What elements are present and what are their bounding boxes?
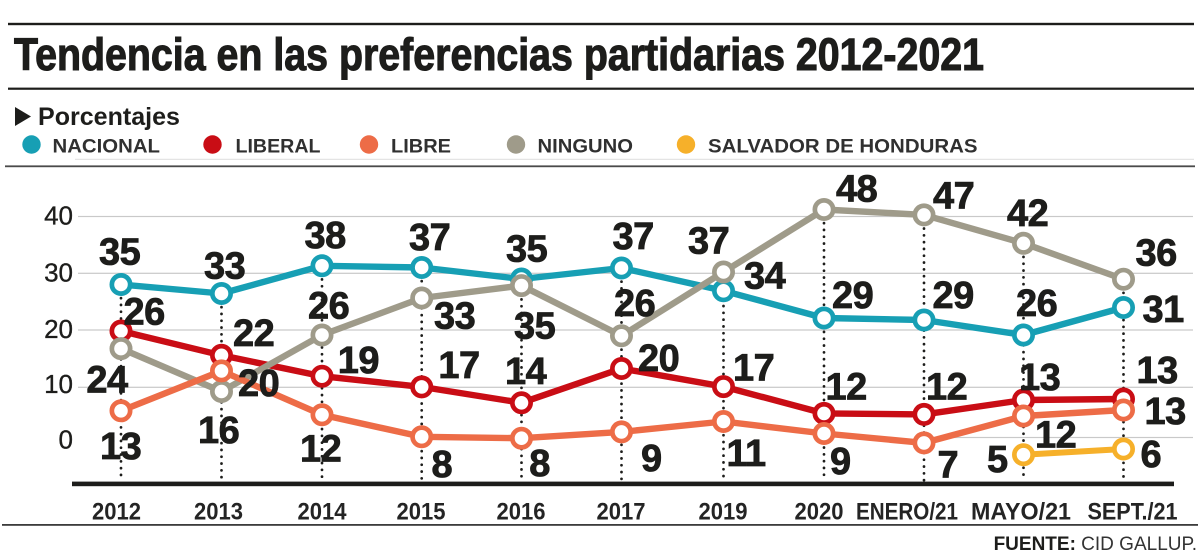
svg-text:17: 17 bbox=[438, 345, 479, 387]
svg-text:35: 35 bbox=[514, 306, 556, 348]
svg-text:SEPT./21: SEPT./21 bbox=[1088, 499, 1178, 526]
svg-text:12: 12 bbox=[300, 429, 341, 471]
svg-text:14: 14 bbox=[505, 351, 547, 393]
svg-text:33: 33 bbox=[204, 246, 245, 288]
svg-text:30: 30 bbox=[44, 257, 73, 287]
svg-text:2020: 2020 bbox=[795, 499, 844, 526]
svg-text:SALVADOR DE HONDURAS: SALVADOR DE HONDURAS bbox=[708, 136, 978, 158]
svg-text:26: 26 bbox=[124, 291, 165, 333]
svg-text:26: 26 bbox=[308, 286, 349, 328]
svg-text:10: 10 bbox=[44, 369, 73, 399]
svg-text:12: 12 bbox=[926, 367, 967, 409]
svg-text:11: 11 bbox=[727, 433, 767, 475]
svg-text:35: 35 bbox=[506, 228, 548, 270]
svg-text:36: 36 bbox=[1136, 232, 1177, 274]
svg-text:20: 20 bbox=[238, 363, 279, 405]
svg-text:37: 37 bbox=[409, 217, 450, 259]
svg-text:8: 8 bbox=[432, 444, 453, 486]
svg-text:2015: 2015 bbox=[397, 499, 446, 526]
svg-text:29: 29 bbox=[832, 275, 873, 317]
svg-text:Tendencia en las preferencias: Tendencia en las preferencias partidaria… bbox=[14, 29, 984, 80]
svg-text:40: 40 bbox=[44, 201, 73, 231]
svg-text:17: 17 bbox=[733, 348, 774, 390]
svg-text:12: 12 bbox=[826, 367, 867, 409]
svg-text:2013: 2013 bbox=[194, 499, 243, 526]
svg-text:LIBRE: LIBRE bbox=[391, 136, 451, 158]
svg-text:13: 13 bbox=[1145, 391, 1186, 433]
svg-text:12: 12 bbox=[1035, 415, 1076, 457]
svg-text:29: 29 bbox=[933, 275, 974, 317]
svg-text:22: 22 bbox=[233, 313, 274, 355]
svg-text:34: 34 bbox=[744, 256, 786, 298]
svg-text:20: 20 bbox=[638, 338, 679, 380]
svg-text:33: 33 bbox=[434, 296, 475, 338]
svg-text:0: 0 bbox=[59, 424, 73, 454]
svg-text:2012: 2012 bbox=[92, 499, 141, 526]
svg-text:2017: 2017 bbox=[597, 499, 646, 526]
svg-text:13: 13 bbox=[100, 426, 141, 468]
svg-text:35: 35 bbox=[99, 232, 141, 274]
svg-text:13: 13 bbox=[1137, 350, 1178, 392]
svg-text:9: 9 bbox=[830, 441, 851, 483]
svg-text:26: 26 bbox=[614, 283, 655, 325]
svg-text:ENERO/21: ENERO/21 bbox=[856, 499, 958, 526]
svg-text:24: 24 bbox=[86, 359, 128, 401]
svg-text:48: 48 bbox=[836, 169, 877, 211]
svg-text:2019: 2019 bbox=[699, 499, 748, 526]
svg-text:NINGUNO: NINGUNO bbox=[538, 136, 634, 158]
svg-text:Porcentajes: Porcentajes bbox=[38, 103, 180, 131]
svg-text:31: 31 bbox=[1143, 289, 1185, 331]
svg-text:2016: 2016 bbox=[497, 499, 546, 526]
svg-text:42: 42 bbox=[1007, 193, 1048, 235]
svg-text:2014: 2014 bbox=[298, 499, 347, 526]
svg-text:6: 6 bbox=[1141, 434, 1162, 476]
svg-text:16: 16 bbox=[198, 410, 239, 452]
svg-text:37: 37 bbox=[613, 216, 654, 258]
svg-text:20: 20 bbox=[44, 314, 73, 344]
svg-text:9: 9 bbox=[641, 438, 662, 480]
svg-text:8: 8 bbox=[529, 443, 550, 485]
svg-text:5: 5 bbox=[987, 439, 1008, 481]
svg-text:NACIONAL: NACIONAL bbox=[53, 136, 161, 158]
svg-text:38: 38 bbox=[305, 215, 346, 257]
svg-text:47: 47 bbox=[933, 176, 974, 218]
svg-text:7: 7 bbox=[938, 445, 959, 487]
svg-text:FUENTE: CID GALLUP.: FUENTE: CID GALLUP. bbox=[994, 534, 1197, 555]
svg-text:26: 26 bbox=[1016, 283, 1057, 325]
svg-text:19: 19 bbox=[338, 340, 379, 382]
svg-text:MAYO/21: MAYO/21 bbox=[971, 499, 1071, 526]
svg-text:37: 37 bbox=[688, 221, 729, 263]
svg-text:LIBERAL: LIBERAL bbox=[236, 136, 321, 158]
svg-text:13: 13 bbox=[1019, 357, 1060, 399]
